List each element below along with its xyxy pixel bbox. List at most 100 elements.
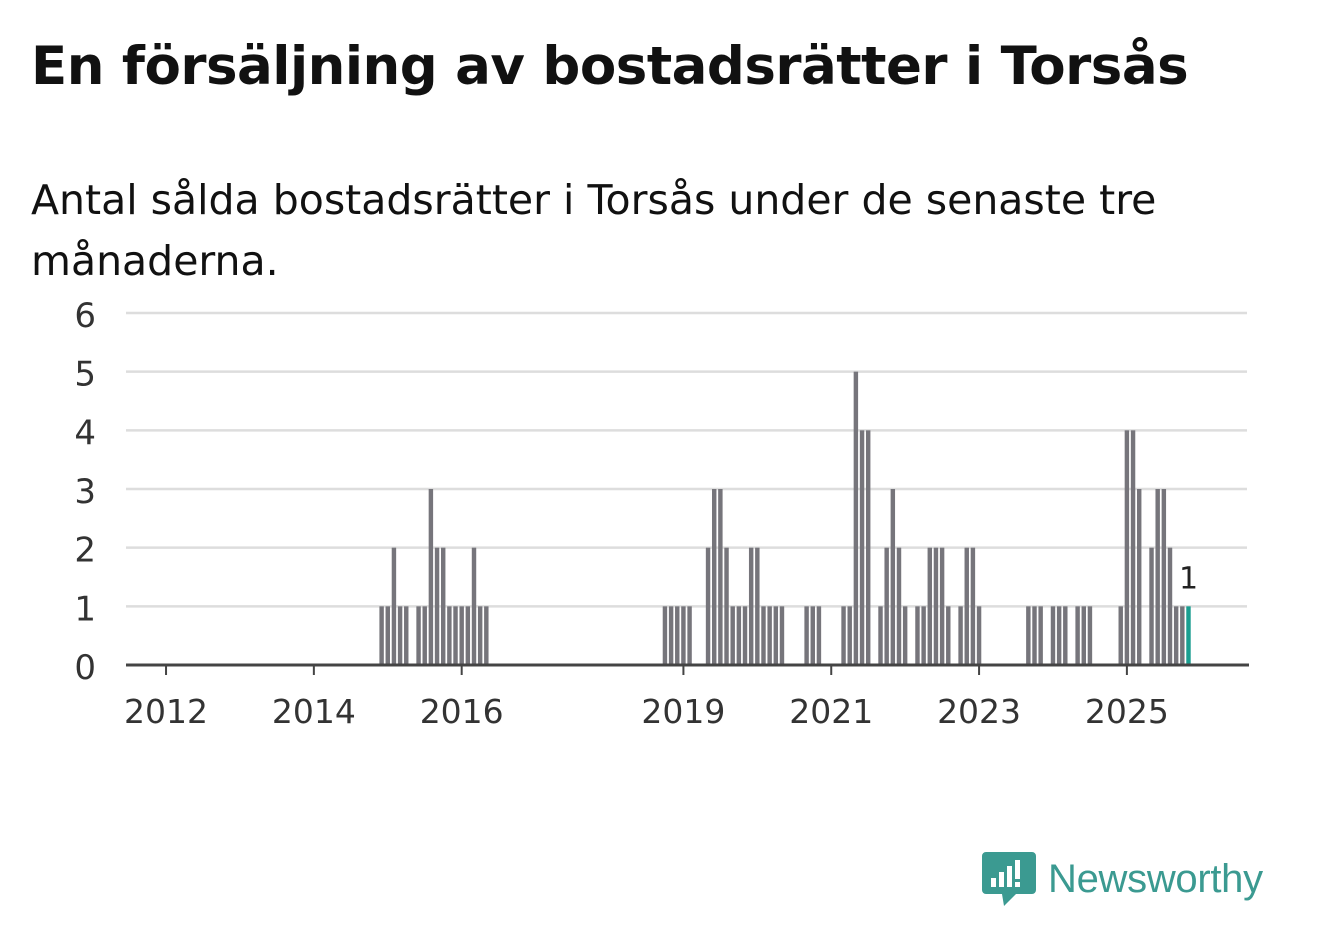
bar (1026, 606, 1031, 665)
bar (1087, 606, 1093, 665)
chart-subtitle: Antal sålda bostadsrätter i Torsås under… (31, 176, 1157, 285)
bar (1118, 606, 1123, 665)
y-tick-label: 6 (74, 296, 96, 336)
bar (1130, 430, 1136, 665)
bar (705, 547, 711, 665)
bar (773, 606, 779, 665)
bar (804, 606, 809, 665)
bar (933, 547, 939, 665)
bar (416, 606, 421, 665)
bar (964, 547, 969, 665)
bar (1050, 606, 1056, 665)
bar (779, 606, 785, 665)
bar (379, 606, 384, 665)
bar (915, 606, 920, 665)
bar (730, 606, 735, 665)
bar (884, 547, 889, 665)
bar (1056, 606, 1062, 665)
bar (761, 606, 766, 665)
bar (668, 606, 674, 665)
bar (742, 606, 748, 665)
bar (902, 606, 908, 665)
brand-name: Newsworthy (1048, 856, 1263, 901)
bar (1155, 489, 1160, 665)
bar (428, 489, 434, 665)
bar (946, 606, 951, 665)
bar (477, 606, 483, 665)
bar (404, 606, 409, 665)
x-tick-label: 2019 (641, 692, 725, 731)
bar (484, 606, 489, 665)
bar (1075, 606, 1080, 665)
y-tick-label: 4 (74, 413, 96, 453)
bar (853, 371, 859, 665)
bar (422, 606, 427, 665)
bar (681, 606, 686, 665)
bar (921, 606, 926, 665)
bar (459, 606, 464, 665)
bar (755, 547, 760, 665)
x-tick-label: 2021 (789, 692, 873, 731)
bar (391, 547, 397, 665)
y-tick-label: 5 (74, 355, 96, 395)
labels: 0 1 2 3 4 5 6 1 2012 2014 2016 2019 2021 2023 2025 (74, 296, 1198, 731)
bar (687, 606, 692, 665)
bar (970, 547, 976, 665)
bar (958, 606, 963, 665)
bar (1186, 606, 1191, 665)
bar (890, 489, 896, 665)
bar (841, 606, 846, 665)
bar (440, 547, 446, 665)
bar (1124, 430, 1130, 665)
bar (976, 606, 982, 665)
bar (675, 606, 680, 665)
brand-logo: Newsworthy (980, 848, 1263, 910)
y-tick-label: 2 (74, 531, 96, 571)
axes (126, 663, 1249, 675)
bar (859, 430, 865, 665)
bar (724, 547, 729, 665)
bar (453, 606, 458, 665)
bar (1173, 606, 1179, 665)
bar (711, 489, 717, 665)
bar (847, 606, 852, 665)
bar (878, 606, 883, 665)
bar (939, 547, 945, 665)
x-tick-label: 2014 (272, 692, 356, 731)
bar (397, 606, 403, 665)
bar (767, 606, 772, 665)
bar (434, 547, 440, 665)
bar (1180, 606, 1185, 665)
bar (1136, 489, 1142, 665)
newsworthy-logo-icon (982, 852, 1036, 906)
bar (816, 606, 822, 665)
y-tick-label: 3 (74, 472, 96, 512)
chart-title: En försäljning av bostadsrätter i Torsås (31, 36, 1189, 97)
bar (736, 606, 742, 665)
bar (1149, 547, 1154, 665)
bar (1081, 606, 1086, 665)
x-tick-label: 2025 (1085, 692, 1169, 731)
bar (1032, 606, 1037, 665)
bar (1038, 606, 1043, 665)
bar (447, 606, 452, 665)
bar (718, 489, 723, 665)
y-tick-label: 1 (74, 589, 96, 629)
bar (748, 547, 754, 665)
x-tick-label: 2023 (937, 692, 1021, 731)
bar (465, 606, 471, 665)
bars (379, 371, 1191, 665)
bar (385, 606, 390, 665)
x-tick-label: 2016 (420, 692, 504, 731)
bar (1161, 489, 1167, 665)
bar (1167, 547, 1173, 665)
bar (471, 547, 477, 665)
bar (810, 606, 815, 665)
x-tick-label: 2012 (124, 692, 208, 731)
gridlines (126, 311, 1247, 608)
bar (865, 430, 871, 665)
data-label: 1 (1179, 561, 1198, 596)
bar (896, 547, 902, 665)
y-tick-label: 0 (74, 648, 96, 688)
bar (927, 547, 933, 665)
